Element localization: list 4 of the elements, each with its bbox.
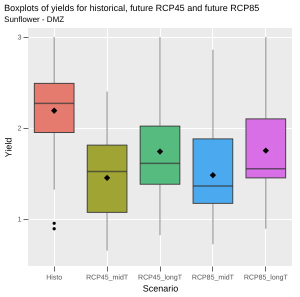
chart-title: Boxplots of yields for historical, future RCP45 and future RCP85 (4, 3, 260, 13)
x-axis-title: Scenario (142, 284, 178, 294)
chart-subtitle: Sunflower - DMZ (4, 15, 64, 24)
y-axis-title: Yield (4, 138, 14, 158)
